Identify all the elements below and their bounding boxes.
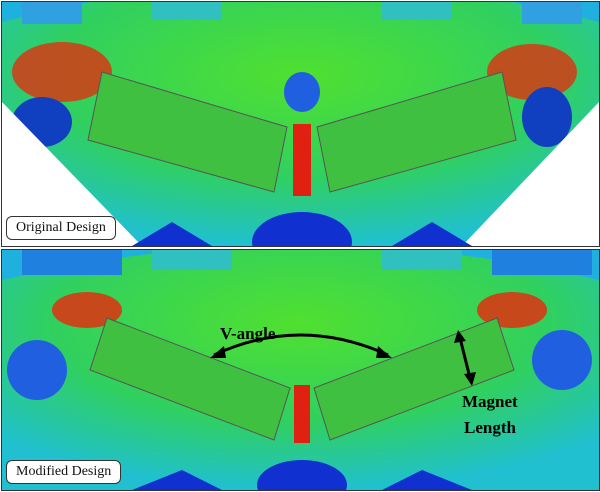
magnet-length-arrow	[458, 337, 472, 379]
panel-label: Original Design	[6, 216, 116, 240]
flux-density-plot-original	[2, 2, 599, 246]
magnet-right	[316, 71, 517, 193]
panel-label: Modified Design	[6, 460, 122, 484]
magnet-length-label-2: Length	[464, 418, 516, 437]
magnet-length-label-1: Magnet	[462, 392, 518, 411]
v-angle-label: V-angle	[220, 324, 276, 343]
magnet-left	[87, 71, 288, 193]
flux-bridge	[294, 385, 310, 443]
modified-design-panel: V-angle Magnet Length Modified Design	[1, 249, 600, 491]
flux-bridge	[293, 124, 311, 196]
original-design-panel: Original Design	[1, 1, 600, 247]
flux-density-plot-modified	[2, 250, 599, 490]
magnet-left	[89, 317, 291, 441]
v-angle-arrow	[213, 333, 389, 357]
